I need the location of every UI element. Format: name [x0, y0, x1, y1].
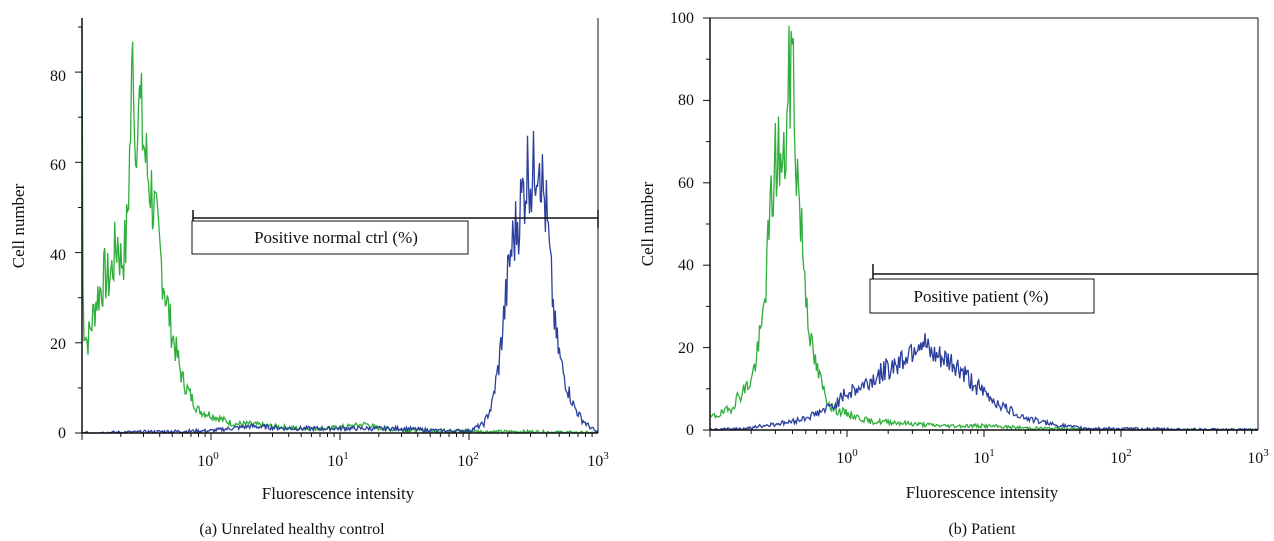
- histogram-trace-green: [709, 25, 1259, 432]
- panel-a-caption: (a) Unrelated healthy control: [199, 521, 385, 538]
- panel-a: 0 20 40 60 80 100 101 102 103 Fluorescen…: [9, 18, 609, 538]
- panel-a-x-minor-ticks: [81, 433, 593, 440]
- panel-b-y-tick-label: 100: [670, 10, 694, 27]
- panel-b-caption: (b) Patient: [948, 521, 1016, 538]
- panel-a-x-tick-label: 102: [457, 450, 479, 470]
- panel-b-x-minor-ticks: [709, 430, 1253, 437]
- panel-a-gate-label: Positive normal ctrl (%): [254, 228, 418, 247]
- panel-b-x-tick-label: 102: [1110, 447, 1132, 467]
- panel-a-y-axis-label: Cell number: [9, 183, 28, 268]
- panel-a-y-tick-label: 40: [50, 247, 66, 264]
- panel-b-y-tick-label: 0: [686, 422, 694, 439]
- panel-b-x-tick-label: 101: [973, 447, 995, 467]
- panel-a-x-tick-label: 103: [587, 450, 609, 470]
- panel-a-x-tick-label: 101: [327, 450, 349, 470]
- panel-a-y-ticks: [75, 26, 82, 434]
- panel-b-x-tick-label: 100: [836, 447, 858, 467]
- panel-b-gate-label: Positive patient (%): [913, 287, 1048, 306]
- panel-a-gate: Positive normal ctrl (%): [191, 210, 599, 255]
- panel-b-x-tick-label: 103: [1247, 447, 1269, 467]
- panel-a-traces: [81, 28, 599, 435]
- panel-b-y-tick-label: 60: [678, 175, 694, 192]
- panel-b: 0 20 40 60 80 100 100 101 102 103 Fluore…: [638, 10, 1269, 538]
- panel-a-x-tick-label: 100: [197, 450, 219, 470]
- panel-b-gate-label-box: [869, 278, 1095, 314]
- panel-b-y-tick-label: 80: [678, 92, 694, 109]
- panel-b-y-tick-label: 40: [678, 257, 694, 274]
- panel-b-traces: [709, 25, 1259, 432]
- panel-a-y-tick-label: 0: [58, 425, 66, 442]
- panel-b-gate: Positive patient (%): [869, 264, 1258, 314]
- panel-b-y-ticks: [703, 17, 710, 431]
- panel-a-gate-label-box: [191, 220, 469, 255]
- histogram-trace-blue: [81, 130, 599, 435]
- panel-a-y-tick-label: 80: [50, 68, 66, 85]
- panel-b-x-axis-label: Fluorescence intensity: [906, 483, 1059, 502]
- panel-a-y-tick-label: 60: [50, 157, 66, 174]
- histogram-trace-blue: [709, 333, 1258, 432]
- panel-a-y-tick-label: 20: [50, 336, 66, 353]
- panel-b-y-axis-label: Cell number: [638, 181, 657, 266]
- panel-a-x-axis-label: Fluorescence intensity: [262, 484, 415, 503]
- panel-b-y-tick-label: 20: [678, 340, 694, 357]
